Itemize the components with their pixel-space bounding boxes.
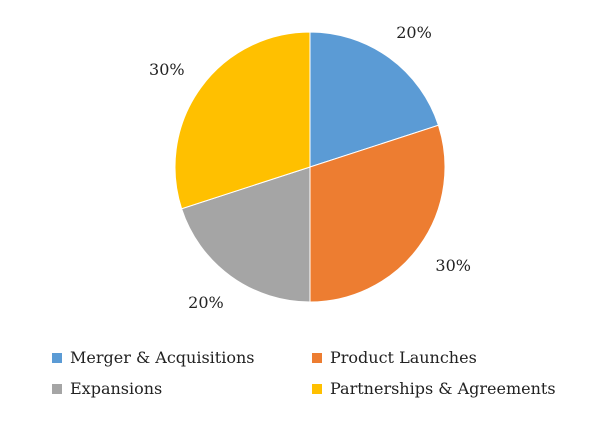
data-label-product-launches: 30% (435, 256, 471, 275)
legend-swatch-expansions (52, 383, 62, 394)
data-label-merger-acquisitions: 20% (396, 23, 432, 42)
legend-label-merger-acquisitions: Merger & Acquisitions (70, 348, 255, 367)
pie-slice-merger-acquisitions (309, 31, 440, 168)
legend-item-product-launches: Product Launches (312, 348, 592, 367)
legend-label-product-launches: Product Launches (330, 348, 477, 367)
legend-item-merger-acquisitions: Merger & Acquisitions (52, 348, 312, 367)
pie-slice-partnerships-agreements (174, 31, 311, 210)
legend-item-partnerships-agreements: Partnerships & Agreements (312, 379, 592, 398)
legend-label-expansions: Expansions (70, 379, 163, 398)
data-label-expansions: 20% (188, 293, 224, 312)
legend-item-expansions: Expansions (52, 379, 312, 398)
legend: Merger & Acquisitions Product Launches E… (52, 348, 592, 398)
legend-label-partnerships-agreements: Partnerships & Agreements (330, 379, 556, 398)
legend-swatch-product-launches (312, 352, 322, 363)
slice-labels: 20% 30% 20% 30% (149, 23, 471, 312)
pie-slices (174, 31, 446, 303)
legend-swatch-merger-acquisitions (52, 352, 62, 363)
data-label-partnerships-agreements: 30% (149, 60, 185, 79)
legend-swatch-partnerships-agreements (312, 383, 322, 394)
pie-slice-product-launches (309, 124, 446, 303)
pie-chart: 20% 30% 20% 30% (149, 23, 471, 312)
pie-slice-expansions (180, 166, 311, 303)
